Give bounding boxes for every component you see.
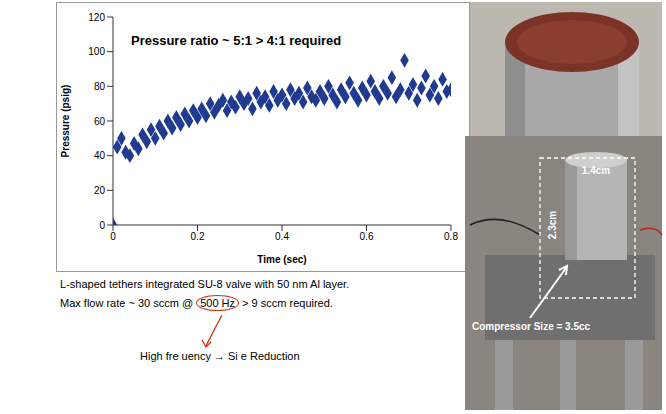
- svg-text:2.3cm: 2.3cm: [547, 211, 558, 239]
- svg-text:0.8: 0.8: [444, 231, 458, 242]
- svg-text:40: 40: [94, 150, 106, 161]
- svg-text:80: 80: [94, 81, 106, 92]
- html-text:Max flow rate ~ 30 sccm @: Max flow rate ~ 30 sccm @: [60, 297, 194, 309]
- svg-text:1.4cm: 1.4cm: [582, 165, 610, 176]
- svg-text:Compressor Size = 3.5cc: Compressor Size = 3.5cc: [472, 321, 591, 332]
- html-text:L-shaped tethers integrated SU: L-shaped tethers integrated SU-8 valve w…: [60, 278, 350, 290]
- html-text:> 9 sccm required.: > 9 sccm required.: [242, 297, 333, 309]
- html-text:High fre uency → Si e Reductio: High fre uency → Si e Reduction: [140, 350, 300, 362]
- svg-text:Time (sec): Time (sec): [257, 254, 306, 265]
- svg-text:120: 120: [88, 12, 105, 23]
- svg-text:0.4: 0.4: [275, 231, 289, 242]
- svg-text:0.6: 0.6: [360, 231, 374, 242]
- svg-text:20: 20: [94, 185, 106, 196]
- html-text:Pressure ratio ~ 5:1 > 4:1 req: Pressure ratio ~ 5:1 > 4:1 required: [131, 33, 342, 48]
- svg-text:60: 60: [94, 116, 106, 127]
- svg-text:0: 0: [110, 231, 116, 242]
- svg-text:0: 0: [99, 220, 105, 231]
- html-text:500 Hz: 500 Hz: [200, 297, 235, 309]
- svg-text:100: 100: [88, 46, 105, 57]
- svg-text:Pressure (psig): Pressure (psig): [60, 85, 71, 158]
- svg-text:0.2: 0.2: [191, 231, 205, 242]
